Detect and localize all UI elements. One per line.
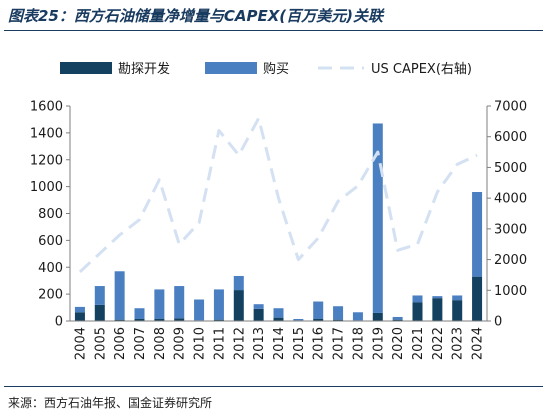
left-tick-label: 1200 (30, 153, 63, 168)
legend-label-exploration: 勘探开发 (118, 61, 170, 77)
bar-exploration (273, 317, 284, 321)
left-tick-label: 400 (38, 261, 63, 276)
title-divider (4, 30, 543, 31)
bar-exploration (392, 319, 403, 321)
x-tick-label: 2016 (312, 327, 327, 360)
source-divider (4, 386, 543, 387)
bar-purchase (94, 286, 105, 305)
bar-purchase (432, 296, 443, 299)
capex-line-group (78, 116, 478, 273)
legend-label-capex: US CAPEX(右轴) (371, 62, 472, 77)
right-tick-label: 6000 (494, 130, 527, 145)
x-tick-label: 2014 (272, 327, 287, 360)
legend-swatch-purchase (205, 62, 257, 74)
bar-purchase (194, 299, 205, 321)
bar-purchase (253, 304, 264, 309)
right-tick-label: 1000 (494, 284, 527, 299)
bar-purchase (273, 308, 284, 318)
bar-exploration (74, 312, 85, 321)
bar-purchase (372, 123, 383, 313)
x-tick-label: 2010 (193, 327, 208, 360)
right-tick-label: 3000 (494, 222, 527, 237)
bar-exploration (432, 298, 443, 321)
bar-exploration (333, 319, 344, 321)
x-tick-label: 2007 (133, 327, 148, 360)
x-tick-label: 2008 (153, 327, 168, 360)
bar-purchase (134, 308, 145, 319)
bar-purchase (114, 271, 125, 320)
right-tick-label: 4000 (494, 192, 527, 207)
bar-purchase (452, 295, 463, 301)
bar-group (74, 123, 483, 322)
bar-purchase (174, 286, 185, 319)
left-tick-label: 200 (38, 288, 63, 303)
source-note: 来源：西方石油年报、国金证券研究所 (8, 396, 213, 410)
x-tick-label: 2022 (431, 327, 446, 360)
left-y-axis: 0 200 400 600 800 1000 1200 1400 1600 (30, 100, 71, 330)
left-tick-label: 600 (38, 234, 63, 249)
x-tick-label: 2011 (212, 327, 227, 360)
bar-purchase (154, 289, 165, 319)
left-tick-label: 0 (55, 315, 63, 330)
x-tick-label: 2009 (173, 327, 188, 360)
x-tick-label: 2021 (411, 327, 426, 360)
capex-line (78, 116, 478, 273)
left-tick-label: 1000 (30, 180, 63, 195)
bar-purchase (392, 316, 403, 320)
bar-exploration (233, 290, 244, 321)
bar-exploration (154, 318, 165, 321)
bar-purchase (293, 318, 304, 321)
bar-exploration (452, 300, 463, 321)
x-tick-label: 2013 (252, 327, 267, 360)
bar-purchase (213, 289, 224, 320)
bar-exploration (253, 308, 264, 321)
right-tick-label: 5000 (494, 161, 527, 176)
x-tick-label: 2017 (332, 327, 347, 360)
x-tick-label: 2020 (391, 327, 406, 360)
bar-exploration (174, 318, 185, 321)
x-tick-label: 2015 (292, 327, 307, 360)
x-tick-label: 2023 (451, 327, 466, 360)
bar-purchase (74, 306, 85, 313)
left-tick-label: 1400 (30, 126, 63, 141)
right-tick-label: 2000 (494, 253, 527, 268)
bar-exploration (134, 318, 145, 321)
bar-exploration (94, 304, 105, 322)
bar-exploration (412, 302, 423, 321)
bar-exploration (313, 318, 324, 321)
bar-exploration (213, 319, 224, 321)
bar-purchase (333, 306, 344, 320)
x-tick-label: 2018 (351, 327, 366, 360)
x-axis: 2004 2005 2006 2007 2008 2009 2010 2011 2012 2013… (70, 320, 487, 360)
legend-swatch-exploration (60, 62, 112, 74)
left-tick-label: 1600 (30, 100, 63, 115)
chart-canvas: 勘探开发 购买 US CAPEX(右轴) 0 200 400 600 800 1000 1200… (30, 61, 527, 360)
left-tick-label: 800 (38, 207, 63, 222)
right-tick-label: 0 (494, 315, 502, 330)
x-tick-label: 2004 (73, 327, 88, 360)
right-y-axis: 0 1000 2000 3000 4000 5000 6000 7000 (486, 100, 527, 330)
bar-purchase (313, 301, 324, 319)
legend: 勘探开发 购买 US CAPEX(右轴) (60, 61, 472, 77)
figure-title: 图表25：西方石油储量净增量与CAPEX(百万美元)关联 (8, 7, 384, 25)
x-tick-label: 2019 (371, 327, 386, 360)
bar-purchase (412, 295, 423, 303)
x-tick-label: 2012 (232, 327, 247, 360)
legend-label-purchase: 购买 (263, 61, 289, 77)
x-tick-label: 2006 (113, 327, 128, 360)
bar-purchase (472, 192, 483, 277)
x-tick-label: 2024 (471, 327, 486, 360)
bar-purchase (352, 312, 363, 321)
x-tick-label: 2005 (93, 327, 108, 360)
bar-purchase (233, 275, 244, 291)
right-tick-label: 7000 (494, 100, 527, 115)
bar-exploration (472, 276, 483, 321)
bar-exploration (114, 319, 125, 321)
bar-exploration (372, 312, 383, 321)
